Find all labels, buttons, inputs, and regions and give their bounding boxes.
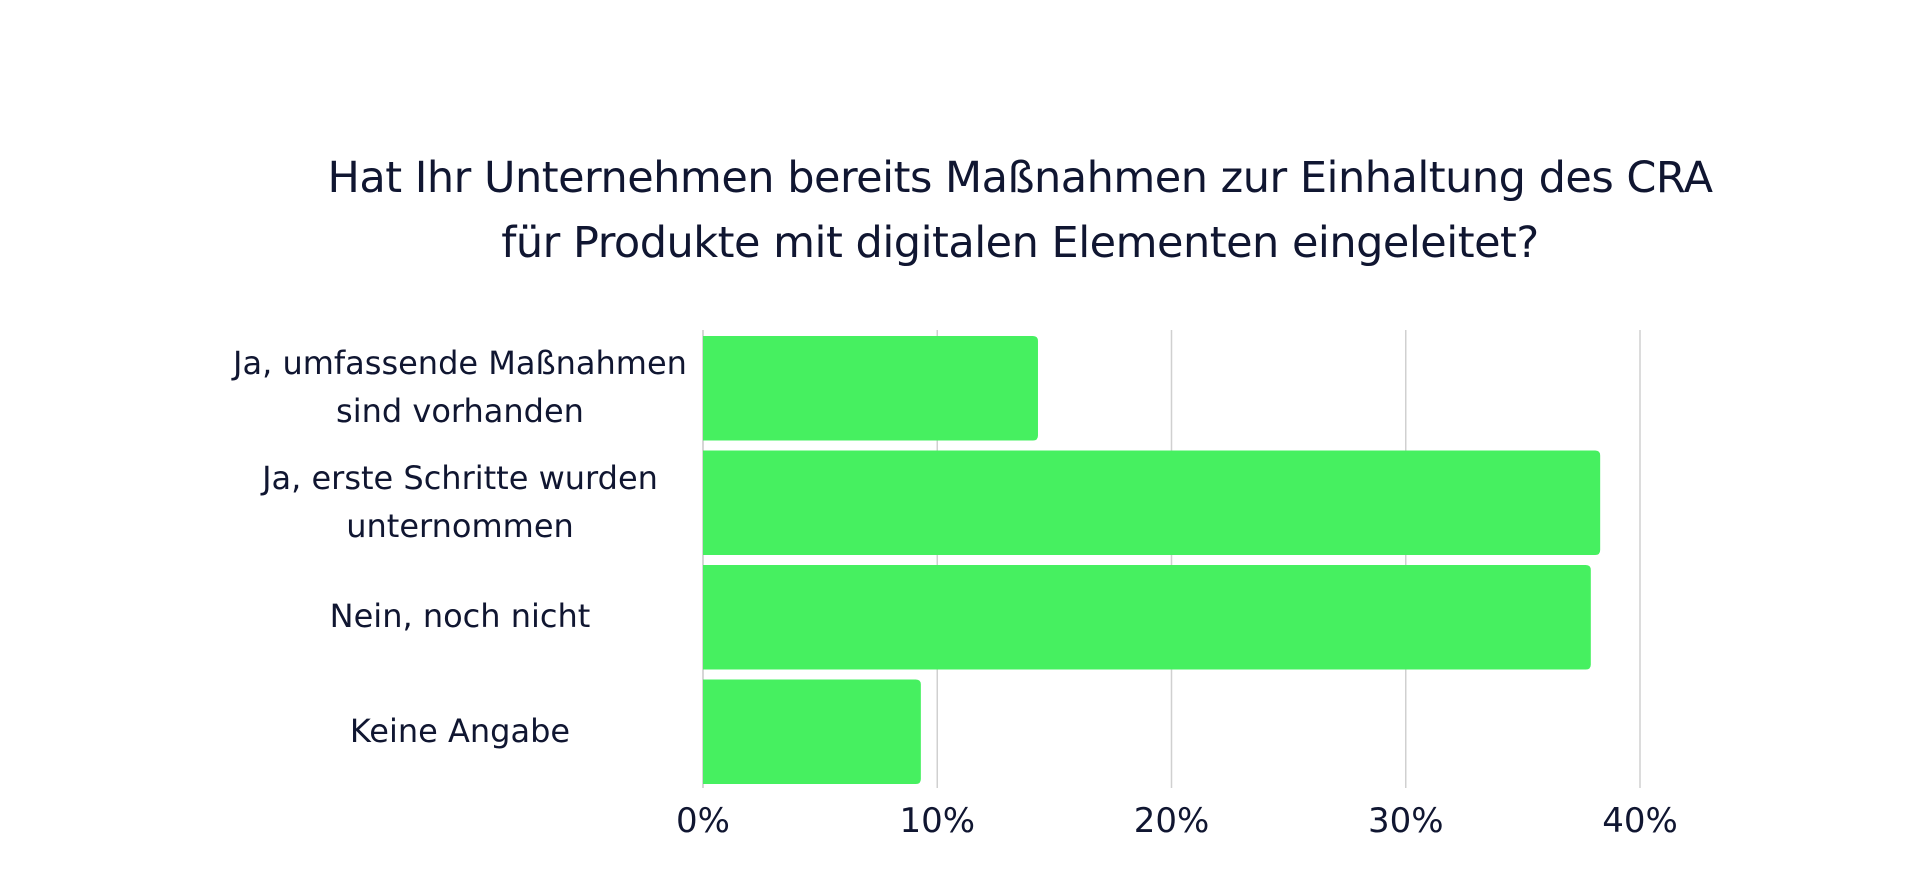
category-label-line: Nein, noch nicht	[329, 597, 591, 636]
category-label-line: Ja, erste Schritte wurden	[262, 458, 658, 497]
x-tick-label: 20%	[1134, 801, 1210, 841]
category-label: Ja, erste Schritte wurden unternommen	[200, 454, 720, 550]
category-label-line: Ja, umfassende Maßnahmen	[233, 344, 687, 383]
chart-title: Hat Ihr Unternehmen bereits Maßnahmen zu…	[0, 146, 1920, 276]
bar-2	[703, 565, 1591, 670]
chart-title-line-1: Hat Ihr Unternehmen bereits Maßnahmen zu…	[327, 153, 1713, 203]
category-label-line: sind vorhanden	[336, 392, 584, 431]
x-tick-label: 30%	[1368, 801, 1444, 841]
x-tick-label: 40%	[1602, 801, 1678, 841]
bar-1	[703, 450, 1601, 555]
bar-3	[703, 679, 921, 784]
chart-title-line-2: für Produkte mit digitalen Elementen ein…	[501, 218, 1539, 268]
bar-0	[703, 336, 1038, 441]
category-label: Nein, noch nicht	[200, 592, 720, 640]
category-label: Keine Angabe	[200, 707, 720, 755]
category-label-line: unternommen	[346, 506, 574, 545]
x-tick-label: 0%	[676, 801, 730, 841]
category-label-line: Keine Angabe	[349, 711, 571, 750]
x-tick-label: 10%	[899, 801, 975, 841]
category-label: Ja, umfassende Maßnahmen sind vorhanden	[200, 339, 720, 435]
